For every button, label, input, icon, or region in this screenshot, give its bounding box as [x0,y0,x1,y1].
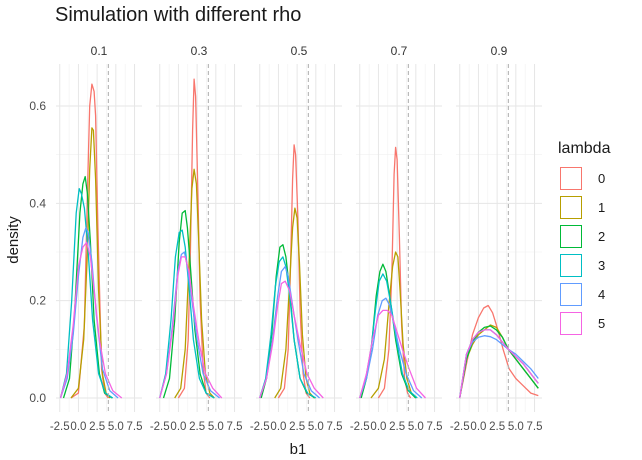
density-curve-lambda-2 [162,209,215,399]
y-tick-label: 0.0 [29,391,46,405]
x-tick-label: 5.0 [108,421,124,433]
x-tick-label: -2.5 [350,421,370,433]
legend-item-lambda-2: 2 [558,222,610,251]
x-tick-label: 5.0 [308,421,324,433]
x-tick-label: 2.5 [489,421,505,433]
x-tick-label: 7.5 [227,421,243,433]
legend-title: lambda [558,140,611,157]
density-curve-lambda-1 [70,127,111,399]
legend-item-lambda-4: 4 [558,280,610,309]
x-axis-title: b1 [290,441,307,458]
legend-swatch [560,196,582,219]
x-tick-label: 5.0 [208,421,224,433]
density-curve-lambda-4 [259,265,321,399]
legend-item-lambda-0: 0 [558,164,610,193]
density-curve-lambda-5 [459,329,539,399]
x-tick-label: 0.0 [270,421,286,433]
x-tick-label: 7.5 [327,421,343,433]
density-curve-lambda-5 [359,309,426,399]
facet-panel-0.5: 0.5 -2.5 0.0 2.5 5.0 7.5 [250,44,343,433]
x-tick-label: 7.5 [127,421,143,433]
facet-strip-label: 0.3 [191,44,208,58]
y-tick-label: 0.6 [29,99,46,113]
x-tick-label: 5.0 [408,421,424,433]
y-tick-label: 0.2 [29,294,46,308]
legend-swatch [560,254,582,277]
facet-strip-label: 0.1 [91,44,108,58]
legend-label: 2 [598,229,606,244]
chart-title: Simulation with different rho [55,4,302,26]
legend-label: 3 [598,258,606,273]
legend-label: 0 [598,171,606,186]
legend-item-lambda-1: 1 [558,193,610,222]
legend-key [558,253,584,278]
legend-key [558,195,584,220]
legend-swatch [560,225,582,248]
density-curve-lambda-3 [259,256,317,399]
x-tick-label: 2.5 [289,421,305,433]
x-tick-label: 0.0 [370,421,386,433]
legend-swatch [560,167,582,190]
legend-item-lambda-5: 5 [558,309,610,338]
x-tick-label: 0.0 [170,421,186,433]
x-tick-label: 7.5 [527,421,543,433]
facet-strip-label: 0.9 [491,44,508,58]
x-tick-label: 2.5 [89,421,105,433]
density-curve-lambda-5 [59,241,123,399]
facet-panel-0.1: 0.1 -2.5 0.0 2.5 5.0 7.5 [50,44,143,433]
facet-panel-0.7: 0.7 -2.5 0.0 2.5 5.0 7.5 [350,44,443,433]
density-curve-lambda-4 [359,297,423,399]
x-tick-label: 2.5 [389,421,405,433]
x-tick-label: 7.5 [427,421,443,433]
legend-label: 4 [598,287,606,302]
density-curve-lambda-4 [459,335,539,399]
facet-strip-label: 0.7 [391,44,408,58]
legend-key [558,166,584,191]
legend-key [558,282,584,307]
density-curve-lambda-5 [259,280,324,399]
facet-strip-label: 0.5 [291,44,308,58]
density-curve-lambda-3 [159,229,215,399]
facet-panel-0.3: 0.3 -2.5 0.0 2.5 5.0 7.5 [150,44,243,433]
x-tick-label: -2.5 [50,421,70,433]
facet-panel-0.9: 0.9 -2.5 0.0 2.5 5.0 7.5 [450,44,543,433]
x-tick-label: -2.5 [250,421,270,433]
legend-item-lambda-3: 3 [558,251,610,280]
y-tick-label: 0.4 [29,196,46,210]
x-tick-label: 0.0 [70,421,86,433]
density-curve-lambda-4 [59,227,119,399]
legend-label: 1 [598,200,606,215]
x-tick-label: -2.5 [150,421,170,433]
legend-key [558,224,584,249]
legend: lambda 0 1 2 3 4 5 [558,140,610,338]
y-axis-title: density [5,216,22,264]
x-tick-label: 5.0 [508,421,524,433]
density-curve-lambda-3 [59,188,114,399]
x-tick-label: 2.5 [189,421,205,433]
x-tick-label: 0.0 [470,421,486,433]
density-curve-lambda-0 [459,304,539,399]
density-curve-lambda-0 [277,144,311,399]
legend-swatch [560,312,582,335]
legend-swatch [560,283,582,306]
density-curve-lambda-1 [174,168,215,399]
density-curve-lambda-1 [370,251,417,399]
legend-key [558,311,584,336]
density-curve-lambda-5 [159,256,223,399]
x-tick-label: -2.5 [450,421,470,433]
legend-label: 5 [598,316,606,331]
